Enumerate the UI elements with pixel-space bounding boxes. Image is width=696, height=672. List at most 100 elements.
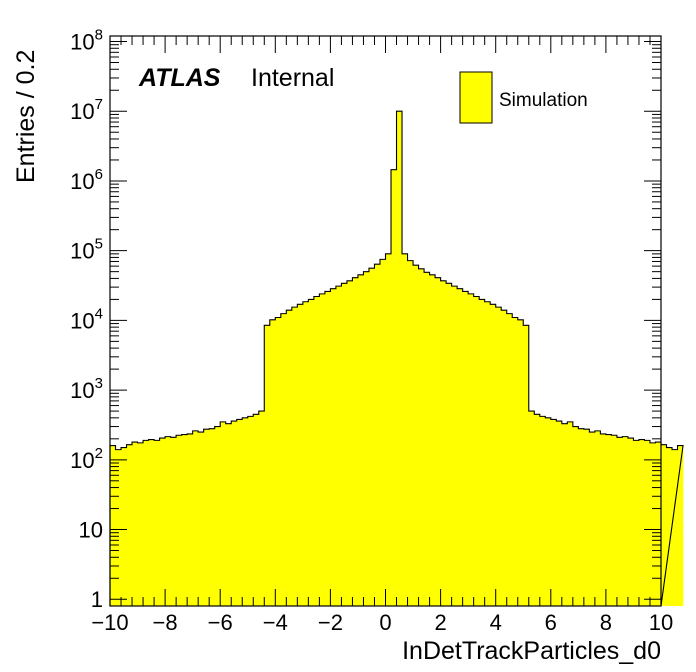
histogram-bin xyxy=(446,283,452,606)
histogram-bin xyxy=(209,428,215,606)
x-tick-label: 0 xyxy=(379,610,391,635)
histogram-bin xyxy=(462,291,469,606)
histogram-bin xyxy=(110,445,116,606)
x-tick-label: −4 xyxy=(263,610,288,635)
histogram-bin xyxy=(561,423,568,606)
y-tick-label: 103 xyxy=(70,375,103,403)
x-tick-label: 2 xyxy=(434,610,446,635)
x-axis-title: InDetTrackParticles_d0 xyxy=(402,637,661,665)
x-tick-label: 4 xyxy=(490,610,502,635)
histogram-bin xyxy=(429,274,436,606)
histogram-bin xyxy=(264,325,271,606)
histogram-bin xyxy=(225,423,232,606)
histogram-bin xyxy=(170,437,177,606)
y-tick-label: 10 xyxy=(79,518,103,543)
histogram-bin xyxy=(512,317,519,606)
y-tick-labels: 1 10 102 103 104 105 106 107 108 xyxy=(70,27,103,613)
x-tick-label: −10 xyxy=(91,610,128,635)
histogram-bin xyxy=(490,304,496,606)
x-tick-label: 10 xyxy=(649,610,673,635)
histogram-bin xyxy=(280,313,287,606)
histogram-bin xyxy=(121,447,127,606)
histogram-bin xyxy=(622,436,629,606)
histogram-bin xyxy=(539,416,546,606)
histogram-bin xyxy=(176,435,182,606)
histogram-bin xyxy=(435,277,441,606)
histogram-bin xyxy=(583,429,590,606)
x-tick-label: 6 xyxy=(545,610,557,635)
histogram-bin xyxy=(192,430,199,606)
histogram-outline xyxy=(109,110,684,607)
histogram-bin xyxy=(341,283,348,606)
histogram-bin xyxy=(220,421,227,606)
histogram-bin xyxy=(677,445,684,606)
histogram-bin xyxy=(132,442,138,606)
histogram-bin xyxy=(308,299,315,606)
histogram-bin xyxy=(479,299,485,606)
histogram-bin xyxy=(413,265,419,606)
histogram-bin xyxy=(589,432,596,606)
histogram-bin xyxy=(242,417,249,606)
histogram-bin xyxy=(605,434,612,606)
histogram-bin xyxy=(275,317,282,606)
histogram-bin xyxy=(484,301,491,606)
histogram-bin xyxy=(148,439,155,606)
histogram-bin xyxy=(385,253,392,606)
x-tick-label: 8 xyxy=(600,610,612,635)
histogram-bin xyxy=(495,307,502,606)
histogram-bin xyxy=(616,437,623,606)
histogram-bin xyxy=(473,296,480,606)
histogram-bin xyxy=(319,293,326,606)
y-tick-label: 104 xyxy=(70,305,103,333)
histogram-bin xyxy=(578,428,585,606)
histogram-bin xyxy=(352,277,359,606)
histogram-bin xyxy=(302,301,309,606)
histogram-bin xyxy=(214,426,221,606)
histogram-bin xyxy=(269,319,276,606)
y-tick-label: 107 xyxy=(70,96,103,124)
histogram-bin xyxy=(556,421,563,606)
histogram-bin xyxy=(627,438,634,606)
x-tick-label: −2 xyxy=(318,610,343,635)
histogram-bin xyxy=(523,325,530,606)
histogram-bin xyxy=(638,439,645,606)
atlas-label: ATLAS xyxy=(138,64,221,92)
histogram-bin xyxy=(572,426,579,606)
histogram-bin xyxy=(374,264,381,606)
internal-label: Internal xyxy=(251,64,334,92)
x-tick-labels: −10 −8 −6 −4 −2 0 2 4 6 8 10 xyxy=(91,610,673,635)
histogram-bin xyxy=(379,259,386,606)
histogram-bin xyxy=(402,253,408,606)
histogram-bin xyxy=(457,288,463,606)
histogram-bin xyxy=(407,260,414,606)
y-tick-label: 102 xyxy=(70,445,103,473)
histogram-bin xyxy=(258,411,265,606)
histogram-bin xyxy=(368,268,375,606)
histogram-bin xyxy=(550,419,557,606)
histogram-bin xyxy=(231,421,238,606)
histogram-bin xyxy=(286,310,293,606)
histogram-bin xyxy=(159,438,166,606)
histogram-bin xyxy=(672,449,678,606)
histogram-bin xyxy=(297,304,304,606)
legend: Simulation xyxy=(459,71,588,124)
histogram-bin xyxy=(666,447,673,606)
y-axis-title: Entries / 0.2 xyxy=(12,50,40,183)
x-tick-label: −6 xyxy=(208,610,233,635)
histogram-bin xyxy=(633,440,640,606)
histogram-bin xyxy=(649,442,656,606)
histogram-bin xyxy=(181,434,188,606)
histogram-bin xyxy=(600,433,607,606)
histogram-bin xyxy=(247,416,254,606)
histogram-bin xyxy=(567,421,574,606)
histogram-bin xyxy=(187,433,193,606)
histogram-bin xyxy=(661,444,667,606)
histogram-bin xyxy=(534,414,541,606)
histogram-bin xyxy=(330,288,337,606)
legend-entry-simulation: Simulation xyxy=(499,90,588,111)
histogram-bin xyxy=(165,436,171,606)
y-tick-label: 108 xyxy=(70,27,103,55)
histogram-bin xyxy=(137,442,144,606)
histogram-bin xyxy=(594,430,601,606)
